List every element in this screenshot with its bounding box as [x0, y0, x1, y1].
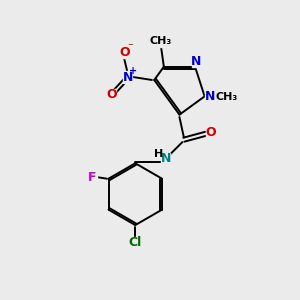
Text: O: O [106, 88, 117, 101]
Text: CH₃: CH₃ [150, 36, 172, 46]
Text: H: H [154, 148, 163, 158]
Text: +: + [129, 66, 137, 76]
Text: F: F [88, 171, 97, 184]
Text: CH₃: CH₃ [215, 92, 237, 102]
Bar [215, 92, 237, 103]
Bar [123, 71, 133, 82]
Text: N: N [205, 90, 215, 103]
Bar [107, 89, 116, 100]
Text: N: N [160, 152, 171, 165]
Bar [150, 35, 172, 47]
Bar [127, 237, 143, 248]
Bar [88, 172, 97, 183]
Text: N: N [191, 55, 202, 68]
Text: O: O [119, 46, 130, 59]
Text: Cl: Cl [129, 236, 142, 249]
Bar [161, 153, 170, 164]
Bar [206, 127, 216, 138]
Bar [192, 56, 201, 67]
Bar [119, 47, 129, 58]
Text: N: N [123, 70, 133, 83]
Text: O: O [206, 126, 216, 139]
Text: ⁻: ⁻ [128, 43, 134, 52]
Bar [205, 91, 215, 102]
